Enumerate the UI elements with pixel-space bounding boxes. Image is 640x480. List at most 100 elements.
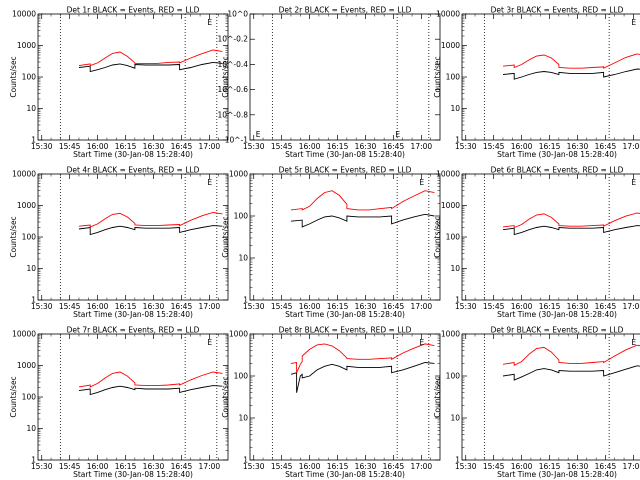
panel-title: Det 1r BLACK = Events, RED = LLD — [67, 6, 200, 15]
y-tick-label: 100 — [446, 372, 461, 381]
y-tick-label: 1000 — [229, 170, 248, 179]
x-tick-label: 16:45 — [595, 142, 617, 151]
y-tick-label: 1 — [31, 296, 36, 305]
plot-frame — [37, 173, 229, 301]
plot-frame — [37, 13, 229, 141]
y-tick-label: 10 — [450, 264, 460, 273]
series-events-line — [290, 213, 435, 228]
y-tick-label: 1 — [455, 456, 460, 465]
x-tick-label: 15:30 — [243, 142, 265, 151]
y-tick-label: 1000 — [17, 201, 36, 210]
series-lld-line — [78, 212, 223, 228]
y-tick-label: 10000 — [436, 10, 460, 19]
x-tick-label: 16:15 — [539, 302, 561, 311]
x-axis-title: Start Time (30-Jan-08 15:28:40) — [73, 310, 193, 319]
x-tick-label: 16:15 — [327, 462, 349, 471]
x-tick-label: 15:45 — [271, 142, 293, 151]
x-tick-label: 15:45 — [271, 462, 293, 471]
y-tick-label: 1 — [455, 296, 460, 305]
y-tick-label: 10 — [238, 414, 248, 423]
y-tick-label: 10^-0.6 — [218, 85, 249, 94]
y-axis-title: Counts/sec — [433, 56, 442, 97]
y-tick-label: 100 — [446, 73, 461, 82]
x-tick-label: 16:45 — [595, 302, 617, 311]
series-lld-line — [290, 343, 435, 373]
x-tick-label: 16:00 — [87, 302, 109, 311]
y-tick-label: 1 — [243, 296, 248, 305]
panel-title: Det 2r BLACK = Events, RED = LLD — [279, 6, 412, 15]
series-events-line — [502, 365, 640, 381]
x-tick-label: 16:00 — [511, 142, 533, 151]
y-tick-label: 10000 — [12, 170, 36, 179]
panel-title: Det 4r BLACK = Events, RED = LLD — [67, 166, 200, 175]
y-tick-label: 10 — [26, 264, 36, 273]
x-tick-label: 16:15 — [115, 462, 137, 471]
event-marker: E — [631, 18, 636, 27]
x-tick-label: 16:15 — [327, 302, 349, 311]
series-events-line — [78, 225, 223, 236]
y-axis-title: Counts/sec — [221, 216, 230, 257]
panel-det-2: Det 2r BLACK = Events, RED = LLD 10^0 10^-… — [218, 6, 441, 159]
event-marker: E — [631, 338, 636, 347]
panel-det-6: Det 6r BLACK = Events, RED = LLD 1 10 100 10… — [433, 166, 640, 319]
x-axis-title: Start Time (30-Jan-08 15:28:40) — [497, 310, 617, 319]
y-axis-title: Counts/sec — [433, 216, 442, 257]
x-tick-label: 16:30 — [355, 142, 377, 151]
y-tick-label: 10^0 — [227, 10, 248, 19]
x-tick-label: 16:00 — [299, 302, 321, 311]
x-tick-label: 16:30 — [567, 462, 589, 471]
series-lld-line — [78, 49, 223, 67]
y-tick-label: 10 — [26, 424, 36, 433]
y-tick-label: 1 — [31, 456, 36, 465]
x-tick-label: 15:45 — [483, 142, 505, 151]
plot-frame — [461, 333, 640, 461]
x-axis-title: Start Time (30-Jan-08 15:28:40) — [285, 470, 405, 479]
x-tick-label: 17:00 — [623, 302, 640, 311]
y-tick-label: 1000 — [17, 361, 36, 370]
x-tick-label: 15:45 — [59, 462, 81, 471]
x-tick-label: 15:45 — [483, 462, 505, 471]
x-tick-label: 15:30 — [455, 142, 477, 151]
x-axis-title: Start Time (30-Jan-08 15:28:40) — [285, 150, 405, 159]
x-tick-label: 16:30 — [567, 302, 589, 311]
x-tick-label: 15:30 — [31, 142, 53, 151]
y-tick-label: 1 — [455, 136, 460, 145]
panel-det-5: Det 5r BLACK = Events, RED = LLD 1 10 100 10… — [221, 166, 441, 319]
x-tick-label: 16:30 — [355, 302, 377, 311]
y-tick-label: 100 — [22, 393, 37, 402]
y-tick-label: 10^-0.2 — [218, 35, 249, 44]
x-tick-label: 17:00 — [199, 462, 221, 471]
x-tick-label: 16:00 — [299, 142, 321, 151]
x-tick-label: 17:00 — [411, 302, 433, 311]
x-tick-label: 16:00 — [87, 462, 109, 471]
x-tick-label: 17:00 — [411, 142, 433, 151]
x-tick-label: 16:45 — [171, 302, 193, 311]
plot-frame — [461, 13, 640, 141]
plot-frame — [37, 333, 229, 461]
x-tick-label: 16:00 — [511, 462, 533, 471]
series-events-line — [290, 362, 435, 393]
panel-title: Det 3r BLACK = Events, RED = LLD — [491, 6, 624, 15]
x-tick-label: 16:30 — [143, 302, 165, 311]
x-tick-label: 15:30 — [243, 462, 265, 471]
x-axis-title: Start Time (30-Jan-08 15:28:40) — [73, 150, 193, 159]
x-tick-label: 16:15 — [539, 462, 561, 471]
y-tick-label: 1000 — [441, 201, 460, 210]
y-axis-title: Counts/sec — [9, 376, 18, 417]
y-axis-title: Counts/sec — [221, 376, 230, 417]
x-tick-label: 17:00 — [411, 462, 433, 471]
y-axis-title: Counts/sec — [9, 216, 18, 257]
x-tick-label: 17:00 — [199, 302, 221, 311]
y-tick-label: 1 — [243, 456, 248, 465]
plot-frame — [249, 173, 441, 301]
y-tick-label: 100 — [234, 372, 249, 381]
event-marker: E — [207, 338, 212, 347]
y-tick-label: 10 — [450, 104, 460, 113]
x-tick-label: 16:45 — [383, 462, 405, 471]
panel-det-4: Det 4r BLACK = Events, RED = LLD 1 10 100 10… — [9, 166, 229, 319]
series-lld-line — [502, 212, 640, 229]
event-marker: E — [395, 130, 400, 139]
event-marker: E — [207, 178, 212, 187]
panel-det-9: Det 9r BLACK = Events, RED = LLD 1 10 100 10… — [433, 326, 640, 479]
panel-title: Det 7r BLACK = Events, RED = LLD — [67, 326, 200, 335]
